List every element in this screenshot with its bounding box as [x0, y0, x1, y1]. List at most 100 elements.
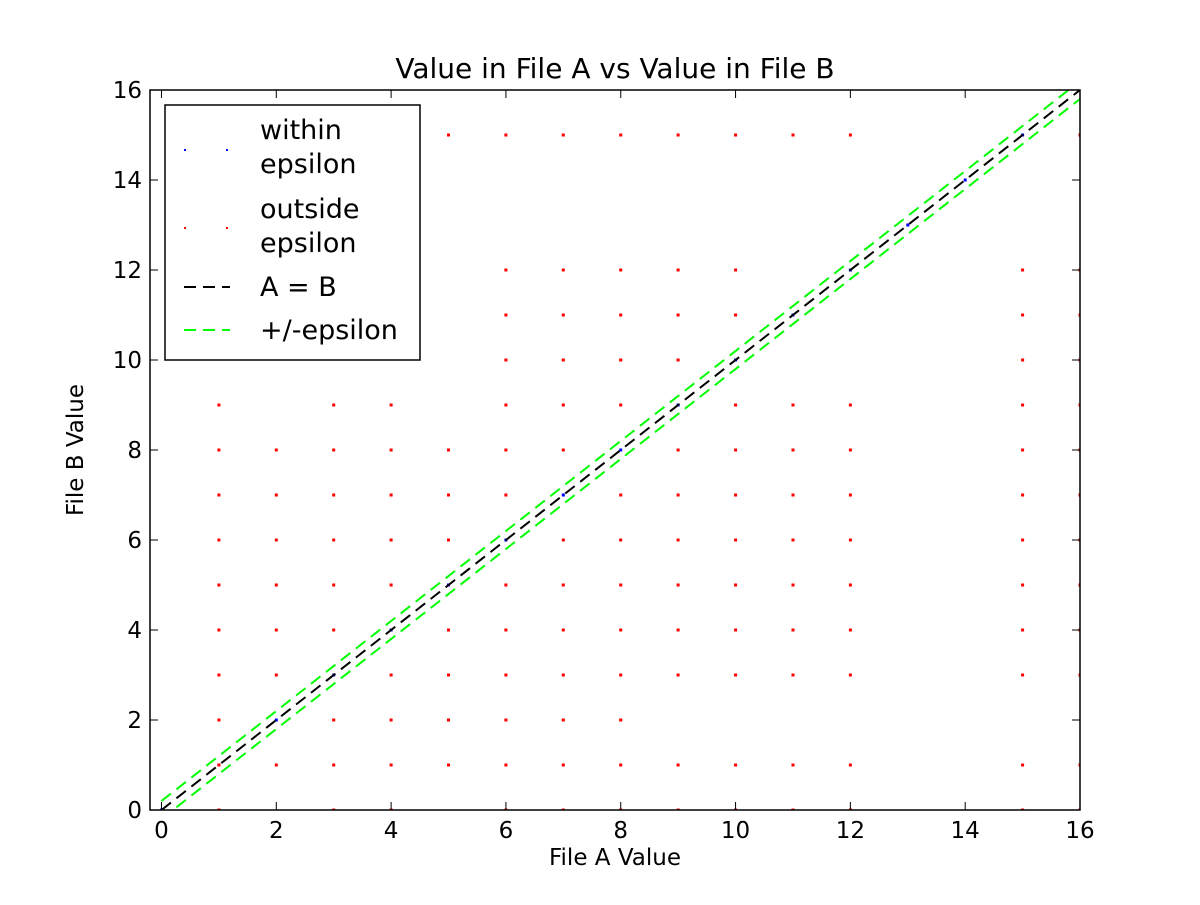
legend-label: outside — [260, 194, 360, 225]
outside-epsilon-point — [676, 448, 680, 452]
outside-epsilon-point — [389, 403, 393, 407]
outside-epsilon-point — [791, 583, 795, 587]
x-tick-label: 8 — [613, 818, 628, 844]
outside-epsilon-point — [1021, 493, 1025, 497]
outside-epsilon-point — [389, 493, 393, 497]
outside-epsilon-point — [676, 358, 680, 362]
outside-epsilon-point — [561, 448, 565, 452]
outside-epsilon-point — [332, 538, 336, 542]
x-tick-label: 4 — [384, 818, 399, 844]
outside-epsilon-point — [447, 133, 450, 137]
x-tick-label: 0 — [154, 818, 169, 844]
outside-epsilon-point — [274, 673, 278, 677]
outside-epsilon-point — [561, 268, 565, 272]
outside-epsilon-point — [332, 628, 336, 632]
outside-epsilon-point — [1021, 448, 1025, 452]
legend-label: epsilon — [260, 228, 356, 259]
outside-epsilon-point — [619, 538, 623, 542]
within-epsilon-point — [906, 223, 910, 227]
outside-epsilon-point — [791, 133, 795, 137]
outside-epsilon-point — [848, 133, 852, 137]
outside-epsilon-point — [676, 268, 680, 272]
legend-label: A = B — [260, 272, 337, 303]
outside-epsilon-point — [561, 628, 565, 632]
outside-epsilon-point — [734, 538, 738, 542]
outside-epsilon-point — [791, 403, 795, 407]
outside-epsilon-point — [217, 673, 221, 677]
legend-marker-dot — [226, 149, 228, 151]
x-tick-label: 10 — [721, 818, 750, 844]
outside-epsilon-point — [504, 628, 508, 632]
outside-epsilon-point — [1021, 538, 1025, 542]
outside-epsilon-point — [791, 493, 795, 497]
outside-epsilon-point — [619, 358, 623, 362]
legend-label: +/-epsilon — [260, 315, 398, 346]
outside-epsilon-point — [1021, 403, 1025, 407]
outside-epsilon-point — [504, 358, 508, 362]
outside-epsilon-point — [561, 718, 565, 722]
outside-epsilon-point — [676, 583, 680, 587]
outside-epsilon-point — [1021, 763, 1025, 767]
outside-epsilon-point — [389, 763, 393, 767]
outside-epsilon-point — [734, 313, 738, 317]
x-axis-label: File A Value — [549, 845, 681, 871]
outside-epsilon-point — [1021, 628, 1025, 632]
outside-epsilon-point — [676, 538, 680, 542]
outside-epsilon-point — [1021, 358, 1025, 362]
outside-epsilon-point — [619, 628, 623, 632]
outside-epsilon-point — [676, 313, 680, 317]
outside-epsilon-point — [447, 493, 450, 497]
outside-epsilon-point — [734, 403, 738, 407]
outside-epsilon-point — [848, 493, 852, 497]
outside-epsilon-point — [217, 718, 221, 722]
outside-epsilon-point — [791, 763, 795, 767]
outside-epsilon-point — [504, 763, 508, 767]
outside-epsilon-point — [217, 628, 221, 632]
y-tick-label: 14 — [113, 168, 142, 194]
legend-label: epsilon — [260, 149, 356, 180]
y-axis-label: File B Value — [63, 384, 89, 516]
outside-epsilon-point — [676, 628, 680, 632]
outside-epsilon-point — [217, 538, 221, 542]
outside-epsilon-point — [734, 628, 738, 632]
outside-epsilon-point — [619, 268, 623, 272]
outside-epsilon-point — [217, 493, 221, 497]
outside-epsilon-point — [332, 763, 336, 767]
outside-epsilon-point — [274, 538, 278, 542]
outside-epsilon-point — [504, 583, 508, 587]
y-tick-label: 4 — [127, 618, 142, 644]
outside-epsilon-point — [1021, 583, 1025, 587]
outside-epsilon-point — [274, 583, 278, 587]
y-axis-ticks: 0 2 4 6 8 10 12 14 16 — [113, 78, 1080, 824]
outside-epsilon-point — [504, 403, 508, 407]
outside-epsilon-point — [619, 718, 623, 722]
outside-epsilon-point — [791, 628, 795, 632]
outside-epsilon-point — [217, 763, 221, 767]
outside-epsilon-point — [504, 133, 508, 137]
outside-epsilon-point — [332, 403, 336, 407]
outside-epsilon-point — [561, 583, 565, 587]
legend-marker-dot — [184, 227, 186, 229]
identity-line — [160, 90, 1080, 810]
outside-epsilon-point — [848, 538, 852, 542]
outside-epsilon-point — [389, 448, 393, 452]
outside-epsilon-point — [1021, 673, 1025, 677]
outside-epsilon-point — [504, 313, 508, 317]
x-tick-label: 16 — [1065, 818, 1094, 844]
outside-epsilon-point — [848, 673, 852, 677]
outside-epsilon-point — [619, 763, 623, 767]
outside-epsilon-point — [447, 538, 450, 542]
x-tick-label: 2 — [269, 818, 284, 844]
outside-epsilon-point — [619, 133, 623, 137]
y-tick-label: 6 — [127, 528, 142, 554]
y-tick-label: 0 — [127, 798, 142, 824]
within-epsilon-point — [561, 493, 565, 497]
outside-epsilon-point — [561, 358, 565, 362]
y-tick-label: 16 — [113, 78, 142, 104]
epsilon-upper-line — [160, 90, 1071, 802]
outside-epsilon-point — [504, 493, 508, 497]
outside-epsilon-point — [332, 493, 336, 497]
outside-epsilon-point — [274, 763, 278, 767]
outside-epsilon-point — [676, 673, 680, 677]
